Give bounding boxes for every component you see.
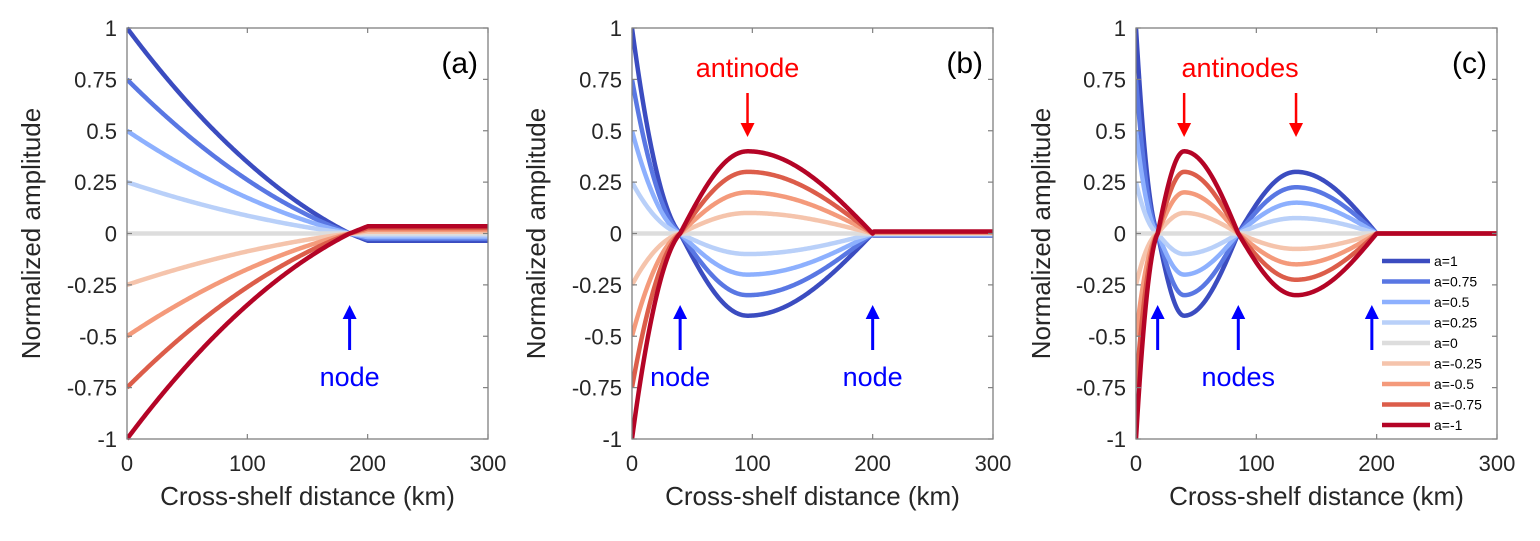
series-line-a-0.75 [127, 77, 488, 242]
x-tick-label: 200 [349, 451, 386, 476]
series-line-a-1 [632, 27, 993, 318]
annotation-node: node [843, 362, 903, 392]
series-line-a--1 [632, 149, 993, 440]
y-tick-label: 0 [1114, 222, 1126, 247]
series-line-a--0.75 [127, 225, 488, 390]
y-tick-label: -0.75 [572, 376, 622, 401]
series-line-a--1 [127, 224, 488, 441]
annotation-nodes: nodes [1201, 362, 1275, 392]
y-tick-label: 0.25 [74, 170, 117, 195]
arrow-down-icon [1177, 123, 1192, 137]
x-tick-label: 100 [229, 451, 266, 476]
y-tick-label: 1 [105, 16, 117, 41]
panel-label: (c) [1452, 47, 1487, 80]
legend-entry: a=0.75 [1434, 274, 1477, 290]
arrow-down-icon [1289, 123, 1304, 137]
y-tick-label: 1 [1114, 16, 1126, 41]
x-tick-label: 100 [734, 451, 771, 476]
series-line-a-1 [127, 26, 488, 243]
x-tick-label: 300 [470, 451, 507, 476]
legend: a=1 a=0.75 a=0.5 a=0.25 a=0 a=-0.25 a=-0.5 a=-0… [1382, 253, 1482, 433]
x-axis-label: Cross-shelf distance (km) [160, 481, 455, 511]
y-tick-label: -0.25 [67, 273, 117, 298]
panel-c: 0 100 200 300 1 0.75 0.5 0.25 0 -0.25 -0.5 -0.75 -1 C… [1026, 16, 1515, 511]
y-tick-label: -0.25 [572, 273, 622, 298]
x-axis-label: Cross-shelf distance (km) [665, 481, 960, 511]
annotation-node: node [650, 362, 710, 392]
series-line-a-0.5 [632, 130, 993, 277]
arrow-up-icon [1231, 305, 1246, 319]
y-tick-label: -0.5 [1088, 324, 1126, 349]
arrow-up-icon [865, 305, 880, 319]
series-line-a--0.5 [127, 227, 488, 339]
arrow-up-icon [673, 305, 688, 319]
y-tick-label: 0.25 [579, 170, 622, 195]
series-line-a--1 [1136, 149, 1497, 440]
legend-entry: a=-0.75 [1434, 397, 1482, 413]
x-tick-label: 200 [1358, 451, 1395, 476]
legend-entry: a=-0.25 [1434, 356, 1482, 372]
x-tick-label: 0 [1130, 451, 1142, 476]
y-tick-label: 0.5 [1095, 119, 1126, 144]
legend-entry: a=-0.5 [1434, 376, 1474, 392]
series-group [1136, 27, 1497, 440]
panel-a: 0 100 200 300 1 0.75 0.5 0.25 0 -0.25 -0.5 -0.75 -1 C… [16, 16, 506, 511]
y-axis-label: Normalized amplitude [1026, 108, 1056, 359]
series-line-a-0.5 [127, 128, 488, 240]
annotation-antinode: antinode [696, 53, 800, 83]
y-tick-label: 0.75 [74, 67, 117, 92]
legend-entry: a=0.25 [1434, 315, 1477, 331]
legend-entry: a=1 [1434, 253, 1458, 269]
y-axis-label: Normalized amplitude [521, 108, 551, 359]
x-tick-label: 300 [1479, 451, 1516, 476]
arrow-up-icon [1364, 305, 1379, 319]
y-tick-label: 0.25 [1083, 170, 1126, 195]
panel-label: (a) [441, 47, 478, 80]
x-axis-label: Cross-shelf distance (km) [1169, 481, 1464, 511]
panel-b: 0 100 200 300 1 0.75 0.5 0.25 0 -0.25 -0.5 -0.75 -1 C… [521, 16, 1011, 511]
panel-label: (b) [946, 47, 983, 80]
y-tick-label: 0.5 [86, 119, 117, 144]
y-tick-label: 0 [105, 222, 117, 247]
y-tick-label: 1 [610, 16, 622, 41]
x-tick-label: 200 [854, 451, 891, 476]
arrow-up-icon [342, 305, 357, 319]
y-tick-label: -0.25 [1076, 273, 1126, 298]
y-tick-label: -1 [97, 427, 117, 452]
legend-entry: a=0.5 [1434, 294, 1470, 310]
series-line-a--0.5 [632, 190, 993, 337]
y-tick-label: -0.5 [584, 324, 622, 349]
series-group [632, 27, 993, 440]
x-tick-label: 0 [626, 451, 638, 476]
series-group [127, 26, 488, 441]
x-tick-label: 100 [1238, 451, 1275, 476]
x-tick-label: 300 [975, 451, 1012, 476]
annotation-node: node [320, 362, 380, 392]
y-tick-label: 0.75 [1083, 67, 1126, 92]
legend-entry: a=0 [1434, 335, 1458, 351]
y-tick-label: -1 [602, 427, 622, 452]
arrow-up-icon [1150, 305, 1165, 319]
y-tick-label: -0.75 [1076, 376, 1126, 401]
y-tick-label: -0.5 [79, 324, 117, 349]
x-tick-label: 0 [121, 451, 133, 476]
y-axis-label: Normalized amplitude [16, 108, 46, 359]
legend-entry: a=-1 [1434, 417, 1463, 433]
y-tick-label: 0.75 [579, 67, 622, 92]
y-tick-label: -1 [1106, 427, 1126, 452]
arrow-down-icon [740, 123, 755, 137]
y-tick-label: -0.75 [67, 376, 117, 401]
annotation-antinodes: antinodes [1182, 53, 1299, 83]
y-tick-label: 0.5 [591, 119, 622, 144]
y-tick-label: 0 [610, 222, 622, 247]
